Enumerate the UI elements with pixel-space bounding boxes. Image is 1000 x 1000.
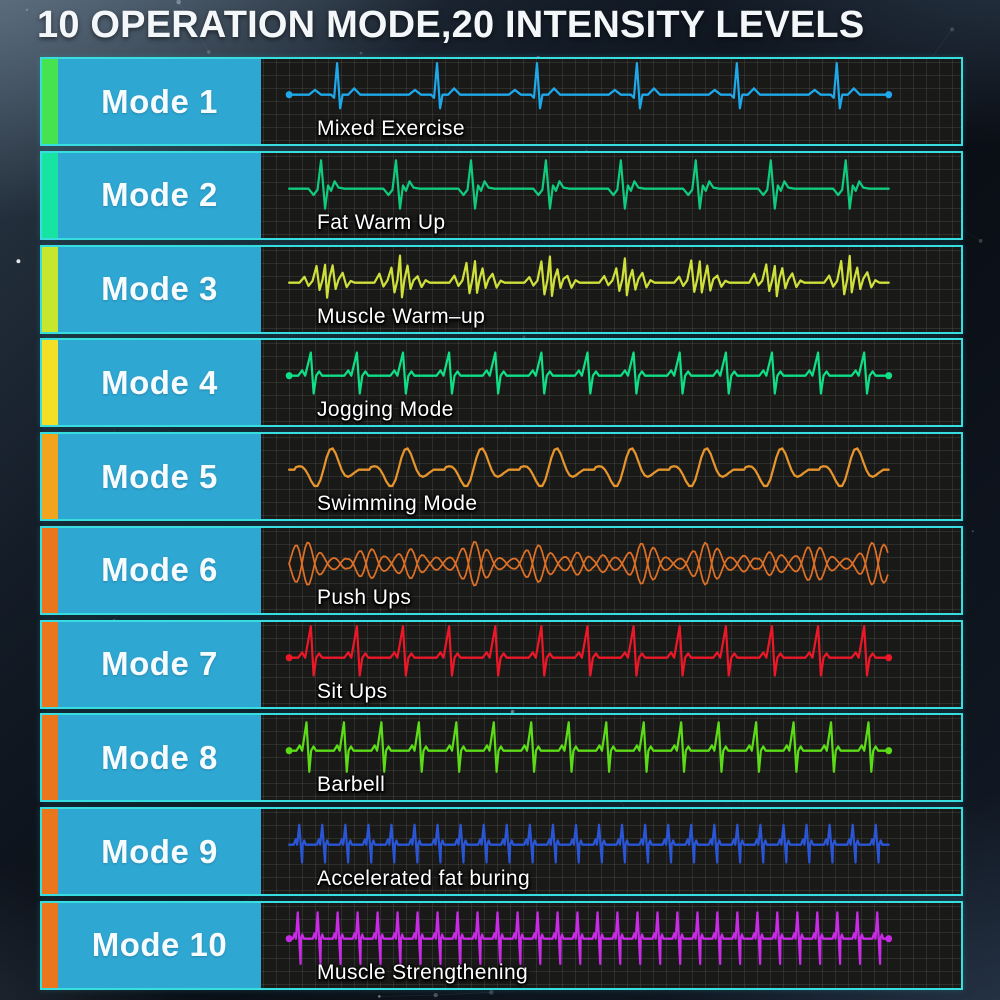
mode-description: Accelerated fat buring [317,867,531,891]
mode-accent-bar [42,621,58,707]
waveform-panel: Jogging Mode [261,340,961,426]
mode-description: Mixed Exercise [317,117,465,140]
mode-row-9: Mode 9 Accelerated fat buring [40,807,963,897]
mode-accent-bar [42,59,58,144]
mode-row-4: Mode 4 Jogging Mode [40,338,963,428]
mode-accent-bar [42,527,58,613]
waveform-mode-4 [285,351,893,395]
waveform-panel: Fat Warm Up [261,152,961,238]
mode-row-8: Mode 8 Barbell [40,713,963,803]
mode-label: Mode 7 [101,645,218,683]
waveform-mode-2 [288,158,890,210]
mode-label-box: Mode 2 [58,152,261,238]
waveform-panel: Muscle Strengthening [261,902,961,988]
waveform-panel: Mixed Exercise [261,59,961,144]
mode-label: Mode 8 [101,738,218,776]
mode-label-box: Mode 5 [58,434,261,520]
mode-accent-bar [42,340,58,426]
waveform-mode-9 [288,823,890,864]
waveform-panel: Barbell [261,715,961,801]
mode-label-box: Mode 6 [58,527,261,613]
mode-list: Mode 1 Mixed Exercise Mode 2 Fat Warm Up Mod… [40,57,963,990]
mode-description: Push Ups [317,585,412,609]
mode-label-box: Mode 10 [58,902,261,988]
mode-label: Mode 5 [101,457,218,495]
mode-label: Mode 10 [91,926,228,964]
mode-label-box: Mode 3 [58,246,261,332]
mode-accent-bar [42,809,58,895]
mode-description: Muscle Strengthening [317,960,529,984]
mode-label-box: Mode 4 [58,340,261,426]
mode-label: Mode 1 [101,82,218,120]
mode-description: Sit Ups [317,679,388,703]
waveform-mode-10 [285,911,893,965]
mode-row-6: Mode 6 Push Ups [40,525,963,615]
page-title: 10 OPERATION MODE,20 INTENSITY LEVELS [37,4,865,46]
mode-label: Mode 2 [101,176,218,214]
waveform-panel: Muscle Warm–up [261,246,961,332]
waveform-mode-7 [285,624,893,677]
mode-accent-bar [42,246,58,332]
mode-accent-bar [42,152,58,238]
mode-description: Muscle Warm–up [317,304,486,328]
waveform-panel: Push Ups [261,527,961,613]
mode-description: Jogging Mode [317,398,454,422]
mode-row-3: Mode 3 Muscle Warm–up [40,244,963,334]
waveform-panel: Swimming Mode [261,434,961,520]
mode-label-box: Mode 9 [58,809,261,895]
mode-accent-bar [42,902,58,988]
mode-row-10: Mode 10 Muscle Strengthening [40,900,963,990]
waveform-mode-6 [288,540,889,587]
mode-label: Mode 6 [101,551,218,589]
mode-accent-bar [42,715,58,801]
mode-description: Barbell [317,773,386,797]
waveform-mode-3 [288,254,890,299]
mode-label-box: Mode 8 [58,715,261,801]
mode-row-7: Mode 7 Sit Ups [40,619,963,709]
mode-label-box: Mode 7 [58,621,261,707]
mode-row-1: Mode 1 Mixed Exercise [40,57,963,146]
mode-label: Mode 9 [101,832,218,870]
mode-description: Swimming Mode [317,492,478,516]
waveform-mode-5 [288,447,890,488]
mode-row-2: Mode 2 Fat Warm Up [40,150,963,240]
waveform-mode-1 [285,62,893,110]
mode-accent-bar [42,434,58,520]
mode-row-5: Mode 5 Swimming Mode [40,432,963,522]
mode-description: Fat Warm Up [317,210,446,234]
waveform-panel: Sit Ups [261,621,961,707]
waveform-panel: Accelerated fat buring [261,809,961,895]
mode-label: Mode 3 [101,270,218,308]
waveform-mode-8 [285,721,893,774]
mode-label-box: Mode 1 [58,59,261,144]
mode-label: Mode 4 [101,363,218,401]
